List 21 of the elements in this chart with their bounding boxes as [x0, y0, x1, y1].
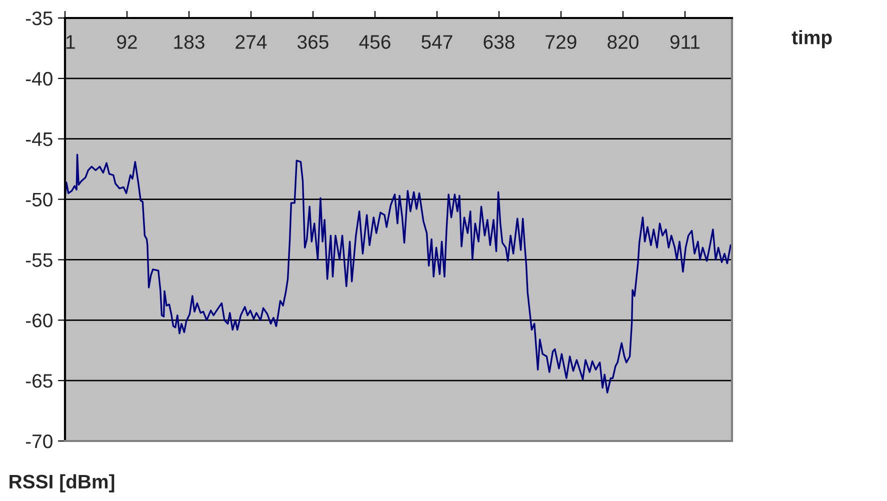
y-tick-label: -70 — [26, 434, 52, 448]
x-tick-label: 1 — [66, 35, 75, 49]
y-tick-label: -40 — [26, 72, 52, 86]
y-tick-label: -35 — [26, 11, 52, 26]
x-tick-label: 638 — [484, 35, 514, 49]
y-tick-label: -45 — [26, 132, 52, 146]
y-axis-title: RSSI [dBm] — [10, 474, 114, 492]
x-tick-label: 456 — [359, 35, 390, 49]
x-tick-label: 729 — [546, 35, 576, 49]
y-tick-label: -60 — [26, 314, 52, 328]
x-tick-label: 183 — [174, 35, 204, 49]
y-tick-label: -55 — [26, 253, 52, 267]
y-tick-label: -50 — [26, 192, 52, 207]
x-tick-label: 365 — [298, 35, 328, 49]
x-tick-label: 92 — [117, 35, 137, 49]
x-tick-label: 274 — [236, 35, 267, 49]
x-tick-label: 911 — [670, 35, 700, 49]
x-tick-label: 820 — [608, 35, 638, 49]
x-axis-title: timp — [792, 30, 832, 48]
x-tick-label: 547 — [422, 35, 452, 49]
y-tick-label: -65 — [26, 374, 52, 388]
